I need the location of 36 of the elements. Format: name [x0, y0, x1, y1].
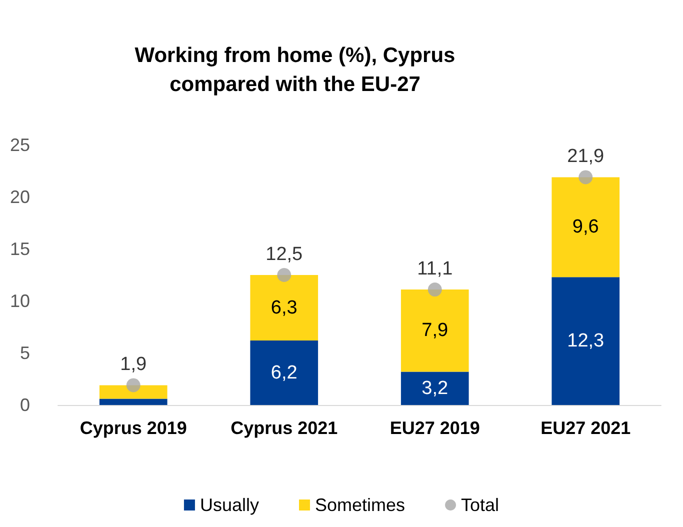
data-label: 9,6	[572, 216, 599, 238]
y-tick-label: 5	[20, 343, 30, 363]
legend-label: Usually	[200, 495, 259, 515]
data-label: 3,2	[422, 378, 448, 399]
bar	[99, 385, 168, 399]
legend-label: Total	[461, 495, 500, 515]
bar	[400, 290, 469, 372]
data-label: 6,2	[270, 362, 298, 384]
bar	[250, 340, 318, 405]
data-label: 12,5	[266, 244, 303, 265]
data-label: 6,3	[270, 297, 298, 318]
y-tick-label: 20	[10, 187, 30, 207]
legend-label: Sometimes	[314, 495, 406, 515]
point	[277, 268, 292, 282]
y-tick-label: 0	[20, 395, 30, 415]
data-label: 11,1	[417, 258, 453, 280]
bar	[99, 398, 168, 405]
x-tick-label: EU27 2021	[540, 418, 631, 438]
y-tick-label: 15	[10, 239, 30, 259]
bar	[400, 372, 469, 405]
point	[428, 282, 442, 297]
x-tick-label: Cyprus 2019	[80, 418, 187, 438]
bar	[250, 275, 318, 341]
x-tick-label: Cyprus 2021	[230, 418, 338, 438]
data-label: 21,9	[567, 146, 604, 168]
data-label: 1,9	[120, 354, 147, 376]
y-tick-label: 10	[10, 291, 30, 311]
point	[578, 170, 593, 184]
x-tick-label: EU27 2019	[390, 418, 480, 438]
chart-title: Working from home (%), Cyprus compared with the EU-27	[134, 44, 456, 96]
bar	[552, 177, 620, 278]
y-tick-label: 25	[10, 135, 30, 155]
data-label: 7,9	[422, 320, 448, 342]
bar	[552, 277, 620, 405]
point	[126, 378, 140, 392]
data-label: 12,3	[567, 330, 604, 352]
